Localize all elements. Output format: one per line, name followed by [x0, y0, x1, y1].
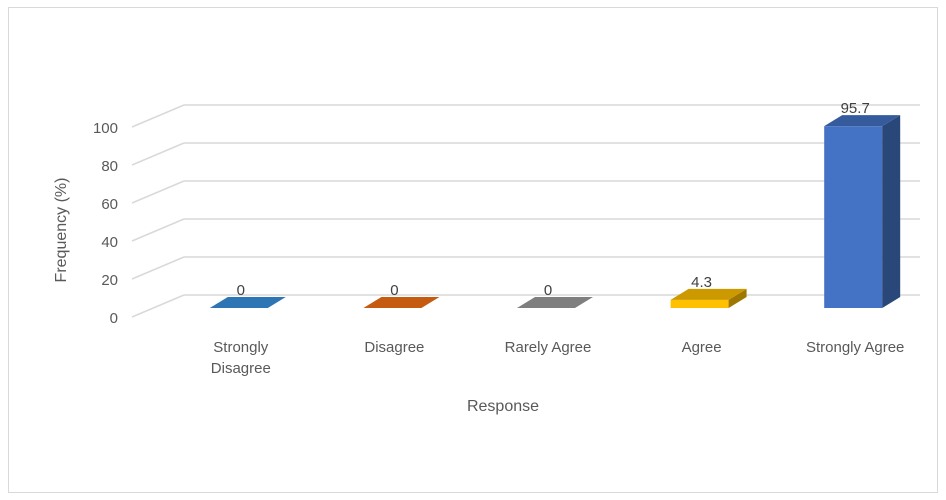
y-tick-label: 0 — [110, 310, 118, 327]
x-category-label: Agree — [682, 339, 722, 356]
bar-top — [517, 297, 593, 308]
data-label: 0 — [390, 282, 398, 299]
x-category-label: Strongly Disagree — [211, 339, 271, 377]
bar-top — [670, 288, 747, 300]
y-tick-label: 100 — [93, 120, 118, 137]
x-category-label: Strongly Agree — [806, 339, 904, 356]
gridlines — [131, 104, 920, 318]
x-category-label: Rarely Agree — [505, 339, 592, 356]
y-axis-ticks: 0 20 40 60 80 100 — [93, 120, 118, 327]
bars — [209, 115, 901, 308]
gridline-diag — [131, 218, 185, 242]
bar-top — [363, 297, 440, 308]
x-axis-title: Response — [467, 398, 539, 415]
gridline-diag — [131, 142, 185, 166]
x-category-label: Disagree — [364, 339, 424, 356]
chart-frame — [8, 7, 938, 493]
data-labels: 0 0 0 4.3 95.7 — [237, 100, 870, 299]
bar — [824, 115, 901, 308]
data-label: 0 — [544, 282, 552, 299]
y-axis-title: Frequency (%) — [53, 178, 70, 283]
data-label: 95.7 — [841, 100, 870, 117]
bar-front — [824, 126, 883, 308]
bar-top — [209, 297, 286, 308]
bar-front — [670, 299, 729, 308]
gridline-diag — [131, 180, 185, 204]
gridline-diag — [131, 256, 185, 280]
gridline-diag — [131, 104, 185, 128]
data-label: 4.3 — [691, 274, 712, 291]
y-tick-label: 20 — [101, 272, 118, 289]
bar-side — [882, 115, 901, 308]
bar-side — [728, 288, 747, 308]
data-label: 0 — [237, 282, 245, 299]
y-tick-label: 60 — [101, 196, 118, 213]
bar — [517, 297, 593, 308]
bar — [670, 288, 747, 308]
bar — [209, 297, 286, 308]
y-tick-label: 80 — [101, 158, 118, 175]
bar — [363, 297, 440, 308]
x-axis-categories: Strongly Disagree Disagree Rarely Agree Agre… — [211, 339, 905, 377]
y-tick-label: 40 — [101, 234, 118, 251]
bar-top — [824, 115, 901, 127]
gridline-diag — [131, 294, 185, 318]
